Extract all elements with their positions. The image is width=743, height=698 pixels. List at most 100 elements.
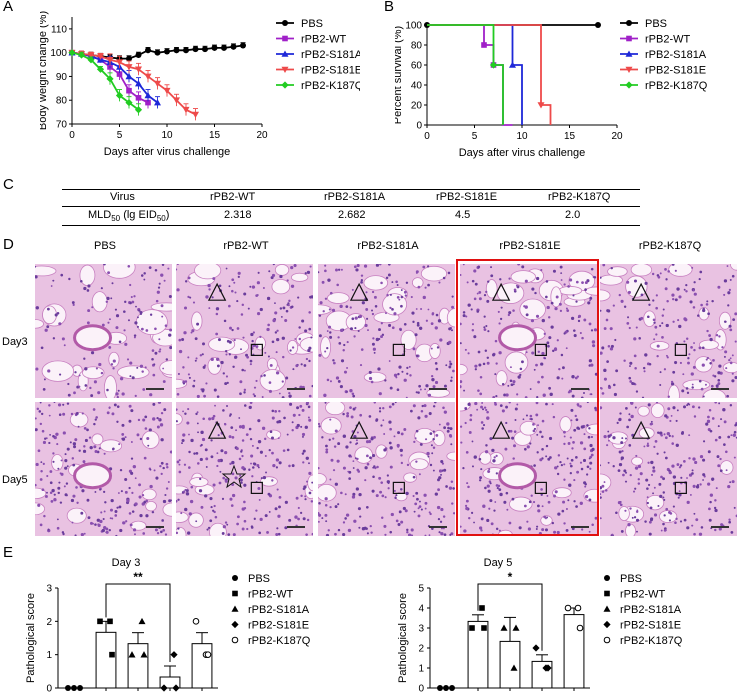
square-marker [674, 481, 687, 495]
table-header-s181a: rPB2-S181A [324, 191, 386, 203]
data-point [173, 47, 180, 54]
legend-marker [282, 20, 288, 26]
series-rpb2-k187q [427, 24, 504, 125]
data-point [135, 95, 142, 101]
y-axis-label: Pathological score [25, 593, 37, 683]
data-point [574, 604, 582, 612]
data-point [192, 618, 200, 625]
chart-title: Day 3 [112, 557, 141, 569]
series-line [427, 24, 513, 126]
bar-group-rpb2-s181a [127, 617, 149, 691]
legend-marker [232, 590, 238, 597]
table-header-row: Virus rPB2-WT rPB2-S181A rPB2-S181E rPB2… [62, 191, 640, 205]
bar-group-rpb2-k187q [191, 618, 213, 691]
data-point [106, 75, 114, 83]
body-weight-chart: 70 80 90 100 110 0 5 10 15 20 Days after virus cha… [40, 11, 360, 158]
legend-marker [231, 636, 239, 644]
data-point [97, 53, 104, 60]
x-tick-label: 5 [472, 131, 478, 142]
axes: 0 20 40 60 80 100 0 5 10 15 20 Days after virus cha… [395, 21, 623, 160]
histology-col-wt: rPB2-WT [223, 240, 269, 252]
histology-col-pbs: PBS [93, 240, 116, 252]
legend-marker [603, 636, 611, 644]
y-tick-label: 100 [50, 48, 67, 59]
histology-image-pbs-day5 [35, 402, 172, 536]
y-tick-label: 2 [46, 617, 52, 628]
data-point [564, 604, 572, 612]
x-tick-label: 20 [611, 131, 623, 142]
data-point [489, 61, 498, 69]
tissue-texture [600, 264, 737, 398]
legend-marker [603, 605, 611, 612]
series-rpb2-wt [427, 24, 513, 126]
legend-marker [282, 35, 288, 42]
data-point [145, 99, 151, 106]
table-value-k187q: 2.0 [565, 209, 581, 221]
data-point [479, 605, 485, 611]
legend-label: rPB2-S181A [620, 604, 682, 616]
histology-col-s181e: rPB2-S181E [499, 240, 561, 252]
data-point [154, 80, 161, 88]
histology-row-day5: Day5 [2, 474, 28, 486]
legend-label: PBS [620, 573, 642, 585]
data-point [172, 684, 180, 692]
legend-marker [626, 35, 632, 42]
data-point [544, 664, 552, 672]
legend: PBS rPB2-WT rPB2-S181A rPB2-S181E rPB2-K187Q [603, 573, 683, 647]
data-point [135, 66, 142, 73]
legend-label: rPB2-S181E [620, 620, 681, 632]
y-tick-label: 80 [411, 41, 423, 52]
legend-marker [625, 66, 633, 73]
data-point [144, 73, 152, 80]
data-point [140, 651, 148, 658]
significance-label: ** [133, 570, 143, 584]
data-point [154, 49, 161, 56]
tissue-texture [600, 402, 737, 536]
series-rpb2-k187q [68, 49, 143, 116]
axes: 0 1 2 3 4 5 Pathological score [397, 584, 590, 695]
triangle-marker [491, 282, 511, 301]
y-tick-label: 4 [418, 604, 424, 615]
series-rpb2-s181e [427, 24, 552, 125]
table-header-virus: Virus [110, 191, 135, 203]
y-axis-label: Body weight change (%) [40, 11, 49, 130]
x-tick-label: 10 [161, 130, 173, 141]
legend-label: rPB2-S181E [301, 65, 360, 77]
data-point [481, 625, 487, 631]
data-point [163, 87, 171, 95]
bar-group-rpb2-wt [467, 605, 489, 691]
square-marker [250, 343, 263, 357]
data-point [449, 685, 455, 691]
data-point [138, 617, 146, 625]
pathology-day3-chart: Day 3 0 1 2 3 Pathological score ** PBS rPB2-WT r… [25, 557, 311, 695]
triangle-marker [631, 420, 651, 439]
y-tick-label: 20 [411, 101, 423, 112]
data-point [107, 618, 113, 625]
legend-marker [281, 66, 289, 73]
square-marker [250, 481, 263, 495]
histology-image-rpb2-s181a-day3 [318, 264, 455, 398]
x-tick-label: 10 [516, 131, 528, 142]
square-marker [392, 481, 405, 495]
data-point [469, 625, 475, 631]
table-value-s181e: 4.5 [455, 209, 471, 221]
significance-bracket: ** [105, 570, 171, 662]
legend-marker [604, 590, 610, 597]
bar-group-rpb2-wt [95, 618, 117, 691]
table-value-s181a: 2.682 [338, 209, 366, 221]
legend-marker [625, 81, 633, 89]
data-point [160, 684, 168, 692]
data-point [500, 624, 508, 631]
table-row-label: MLD50 (lg EID50) [88, 209, 170, 224]
legend-label: rPB2-K187Q [301, 80, 360, 92]
histology-col-s181a: rPB2-S181A [357, 240, 419, 252]
data-point [125, 72, 133, 80]
histology-image-rpb2-s181e-day3 [460, 264, 597, 398]
bar-group-pbs [65, 685, 83, 691]
data-point [211, 44, 218, 51]
bar-group-rpb2-k187q [563, 604, 585, 691]
tissue-texture [35, 264, 172, 398]
data-point [87, 52, 95, 59]
data-point [135, 52, 142, 59]
y-tick-label: 3 [46, 584, 52, 595]
